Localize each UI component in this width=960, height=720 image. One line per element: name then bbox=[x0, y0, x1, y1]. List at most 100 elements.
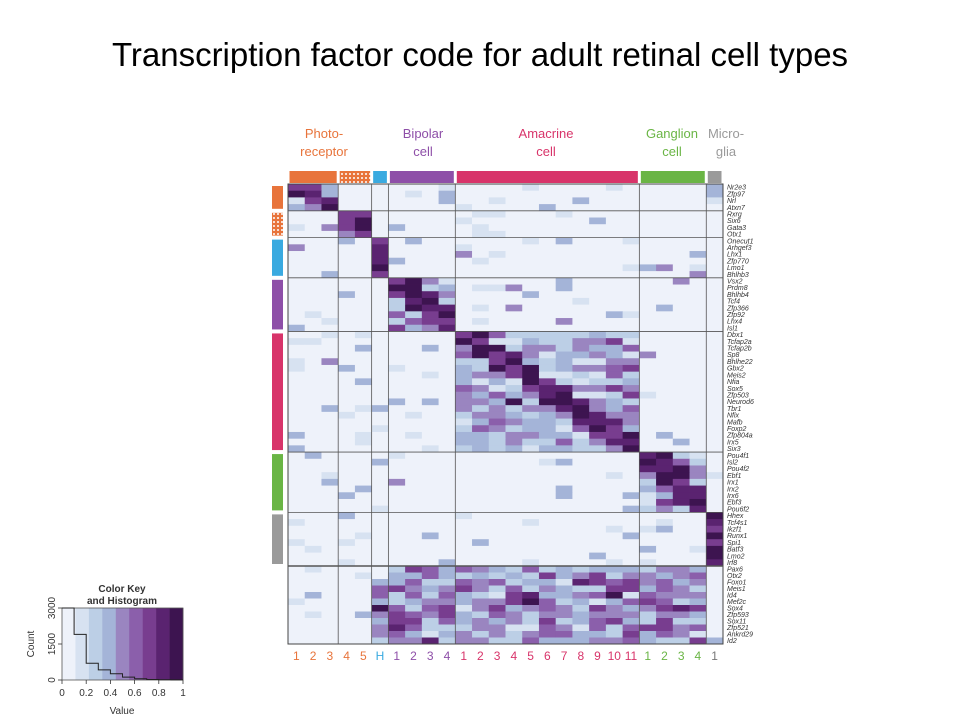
heatmap-cell bbox=[421, 371, 439, 379]
heatmap-cell bbox=[455, 585, 473, 593]
heatmap-cell bbox=[622, 351, 640, 359]
heatmap-cell bbox=[672, 445, 690, 453]
heatmap-cell bbox=[689, 264, 707, 272]
heatmap-cell bbox=[371, 304, 389, 312]
heatmap-cell bbox=[472, 478, 490, 486]
gene-label: Pou4f1 bbox=[727, 453, 749, 460]
heatmap-cell bbox=[572, 631, 590, 638]
heatmap-cell bbox=[672, 637, 690, 645]
heatmap-cell bbox=[288, 344, 306, 352]
gene-label: Zfp97 bbox=[726, 191, 746, 198]
heatmap-cell bbox=[538, 291, 557, 299]
heatmap-cell bbox=[538, 277, 557, 285]
heatmap-cell bbox=[388, 411, 406, 419]
heatmap-cell bbox=[572, 525, 590, 533]
heatmap-cell bbox=[639, 618, 657, 625]
heatmap-cell bbox=[656, 637, 674, 645]
heatmap-cell bbox=[421, 391, 439, 399]
column-group-label: cell bbox=[413, 144, 433, 159]
heatmap-cell bbox=[672, 505, 690, 513]
heatmap-cell bbox=[455, 210, 473, 218]
heatmap-cell bbox=[639, 411, 657, 419]
heatmap-cell bbox=[388, 344, 406, 352]
color-key-swatch bbox=[169, 608, 184, 680]
heatmap-cell bbox=[321, 618, 339, 625]
heatmap-cell bbox=[321, 271, 339, 279]
heatmap-cell bbox=[572, 217, 590, 225]
heatmap-cell bbox=[321, 251, 339, 259]
heatmap-cell bbox=[572, 431, 590, 440]
heatmap-cell bbox=[321, 284, 339, 292]
heatmap-cell bbox=[438, 364, 456, 373]
heatmap-cell bbox=[388, 371, 406, 379]
heatmap-cell bbox=[555, 552, 573, 560]
heatmap-cell bbox=[421, 585, 439, 593]
heatmap-cell bbox=[589, 478, 607, 486]
heatmap-cell bbox=[455, 452, 473, 460]
heatmap-cell bbox=[639, 398, 657, 406]
heatmap-cell bbox=[388, 230, 406, 239]
heatmap-cell bbox=[589, 618, 607, 625]
heatmap-cell bbox=[421, 492, 439, 500]
heatmap-cell bbox=[304, 598, 322, 606]
heatmap-cell bbox=[706, 618, 724, 625]
heatmap-cell bbox=[438, 197, 456, 205]
heatmap-cell bbox=[706, 190, 724, 198]
heatmap-cell bbox=[338, 251, 356, 259]
gene-label: Mef2c bbox=[727, 599, 747, 606]
heatmap-cell bbox=[304, 452, 322, 460]
heatmap-cell bbox=[288, 445, 306, 453]
heatmap-cell bbox=[488, 324, 506, 332]
heatmap-cell bbox=[572, 244, 590, 252]
heatmap-cell bbox=[338, 197, 356, 205]
heatmap-cell bbox=[689, 485, 707, 493]
heatmap-cell bbox=[388, 605, 406, 612]
heatmap-cell bbox=[438, 251, 456, 259]
heatmap-cell bbox=[338, 291, 356, 299]
heatmap-cell bbox=[321, 598, 339, 606]
heatmap-cell bbox=[438, 304, 456, 312]
gene-label: Pax6 bbox=[727, 567, 743, 574]
heatmap-cell bbox=[622, 637, 640, 645]
heatmap-cell bbox=[371, 438, 389, 446]
cluster-label: 10 bbox=[608, 649, 622, 663]
heatmap-cell bbox=[371, 539, 389, 547]
heatmap-cell bbox=[505, 624, 523, 632]
heatmap-cell bbox=[472, 579, 490, 586]
gene-label: Pou6f2 bbox=[727, 506, 749, 513]
heatmap-cell bbox=[572, 425, 590, 433]
heatmap-cell bbox=[656, 297, 674, 306]
heatmap-cell bbox=[572, 559, 590, 567]
heatmap-cell bbox=[472, 592, 490, 599]
heatmap-cell bbox=[421, 364, 439, 373]
heatmap-cell bbox=[706, 592, 724, 599]
heatmap-cell bbox=[622, 498, 640, 507]
heatmap-cell bbox=[572, 505, 590, 513]
heatmap-cell bbox=[455, 605, 473, 612]
heatmap-cell bbox=[706, 425, 724, 433]
heatmap-cell bbox=[488, 478, 506, 486]
heatmap-cell bbox=[438, 331, 456, 339]
heatmap-cell bbox=[605, 505, 624, 513]
heatmap-cell bbox=[522, 452, 540, 460]
heatmap-cell bbox=[421, 624, 439, 632]
heatmap-cell bbox=[656, 190, 674, 198]
heatmap-cell bbox=[605, 418, 624, 426]
heatmap-cell bbox=[555, 338, 573, 346]
heatmap-cell bbox=[589, 532, 607, 540]
heatmap-cell bbox=[555, 224, 573, 232]
heatmap-cell bbox=[421, 465, 439, 473]
heatmap-cell bbox=[304, 391, 322, 399]
cluster-label: 3 bbox=[494, 649, 501, 663]
heatmap-cell bbox=[388, 532, 406, 540]
heatmap-cell bbox=[522, 217, 540, 225]
heatmap-cell bbox=[438, 190, 456, 198]
heatmap-cell bbox=[472, 230, 490, 239]
heatmap-cell bbox=[488, 465, 506, 473]
heatmap-cell bbox=[472, 624, 490, 632]
heatmap-cell bbox=[555, 385, 573, 393]
heatmap-cell bbox=[572, 338, 590, 346]
color-key-y-tick-label: 1500 bbox=[47, 632, 58, 655]
heatmap-cell bbox=[455, 351, 473, 359]
gene-label: Spi1 bbox=[727, 540, 741, 547]
